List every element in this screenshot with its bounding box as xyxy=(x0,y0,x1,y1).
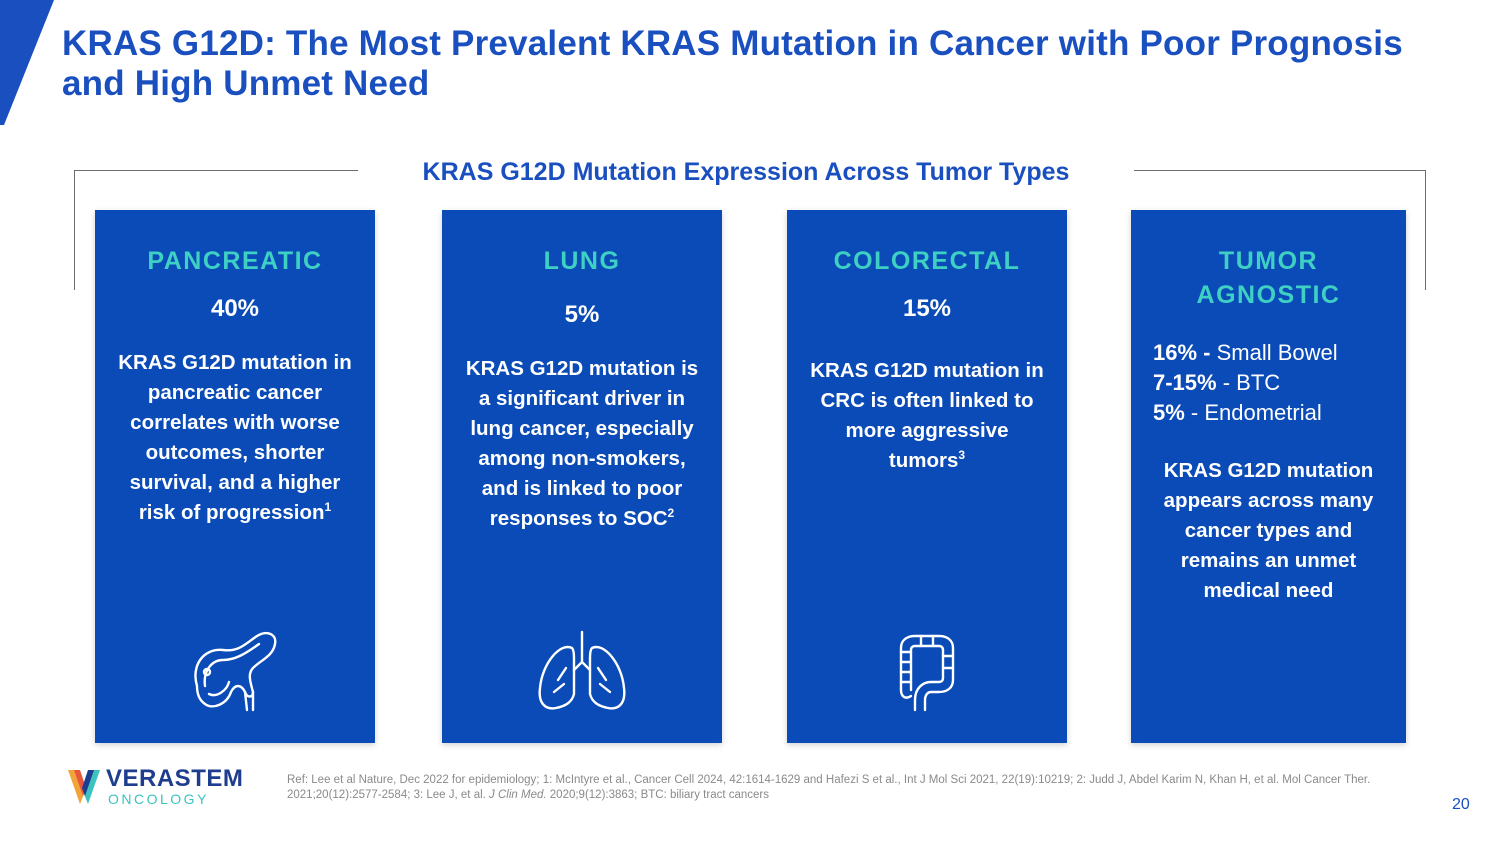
card-body: KRAS G12D mutation is a significant driv… xyxy=(465,357,699,530)
card-lung: LUNG 5% KRAS G12D mutation is a signific… xyxy=(442,210,722,743)
corner-accent-stripe xyxy=(0,0,54,125)
stat-small-bowel: 16% - Small Bowel xyxy=(1153,340,1338,365)
stats-list: 16% - Small Bowel 7-15% - BTC 5% - Endom… xyxy=(1149,338,1388,428)
section-heading: KRAS G12D Mutation Expression Across Tum… xyxy=(358,155,1134,189)
reference-footnote: Ref: Lee et al Nature, Dec 2022 for epid… xyxy=(287,774,1371,801)
page-number: 20 xyxy=(1452,796,1470,813)
verastem-v-icon xyxy=(68,770,100,804)
stat-btc: 7-15% - BTC xyxy=(1153,370,1281,395)
colon-icon xyxy=(899,634,955,712)
card-percent: 5% xyxy=(564,301,600,328)
card-title: PANCREATIC xyxy=(147,247,323,275)
card-title: COLORECTAL xyxy=(833,247,1021,275)
logo-name: VERASTEM xyxy=(106,765,244,792)
card-percent: 15% xyxy=(902,295,952,322)
card-tumor-agnostic: TUMOR AGNOSTIC 16% - Small Bowel 7-15% - … xyxy=(1131,210,1406,743)
card-body: KRAS G12D mutation appears across many c… xyxy=(1163,459,1374,602)
card-colorectal: COLORECTAL 15% KRAS G12D mutation in CRC… xyxy=(787,210,1067,743)
card-pancreatic: PANCREATIC 40% KRAS G12D mutation in pan… xyxy=(95,210,375,743)
card-body: KRAS G12D mutation in CRC is often linke… xyxy=(810,359,1044,472)
slide-title: KRAS G12D: The Most Prevalent KRAS Mutat… xyxy=(62,24,1403,103)
card-title: LUNG xyxy=(543,247,621,275)
logo-subtitle: ONCOLOGY xyxy=(108,791,209,807)
pancreas-icon xyxy=(194,632,277,712)
stat-endometrial: 5% - Endometrial xyxy=(1153,400,1322,425)
lungs-icon xyxy=(538,630,626,710)
card-title: TUMOR AGNOSTIC xyxy=(1196,247,1341,309)
verastem-logo: VERASTEM ONCOLOGY xyxy=(66,766,256,810)
card-percent: 40% xyxy=(210,295,260,322)
card-body: KRAS G12D mutation in pancreatic cancer … xyxy=(118,351,352,524)
